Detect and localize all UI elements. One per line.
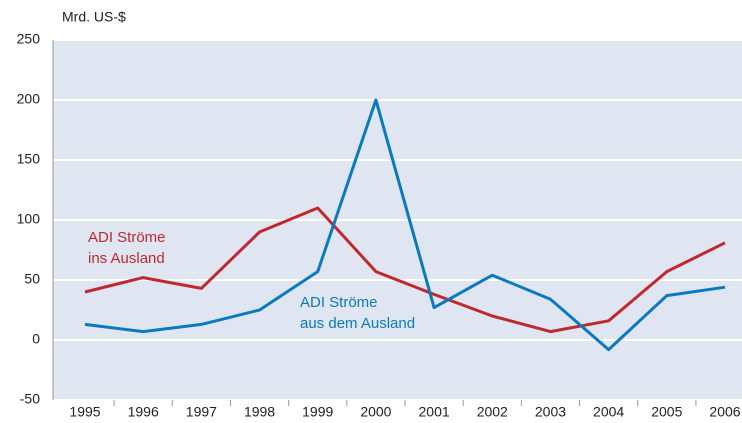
line-series — [84, 98, 726, 352]
y-tick-label: 100 — [17, 211, 41, 227]
x-tick-label: 2000 — [360, 404, 391, 420]
y-axis-label: Mrd. US-$ — [62, 9, 126, 25]
y-tick-label: 0 — [32, 331, 40, 347]
y-tick-label: -50 — [20, 391, 40, 407]
x-tick-label: 2005 — [651, 404, 682, 420]
x-tick-label: 1996 — [128, 404, 159, 420]
x-tick-label: 2006 — [709, 404, 740, 420]
y-tick-label: 50 — [24, 271, 40, 287]
series-label: ADI Ströme aus dem Ausland — [300, 294, 415, 332]
x-tick-label: 2001 — [419, 404, 450, 420]
y-tick-label: 200 — [17, 91, 41, 107]
x-tick-label: 2004 — [593, 404, 624, 420]
x-tick-label: 1997 — [186, 404, 217, 420]
y-tick-label: 150 — [17, 151, 41, 167]
x-tick-label: 2003 — [535, 404, 566, 420]
x-tick-label: 1999 — [302, 404, 333, 420]
x-tick-label: 2002 — [477, 404, 508, 420]
x-tick-label: 1998 — [244, 404, 275, 420]
x-tick-label: 1995 — [69, 404, 100, 420]
y-tick-label: 250 — [17, 31, 41, 47]
series-label: ADI Ströme ins Ausland — [88, 229, 166, 267]
line-series — [84, 206, 726, 334]
